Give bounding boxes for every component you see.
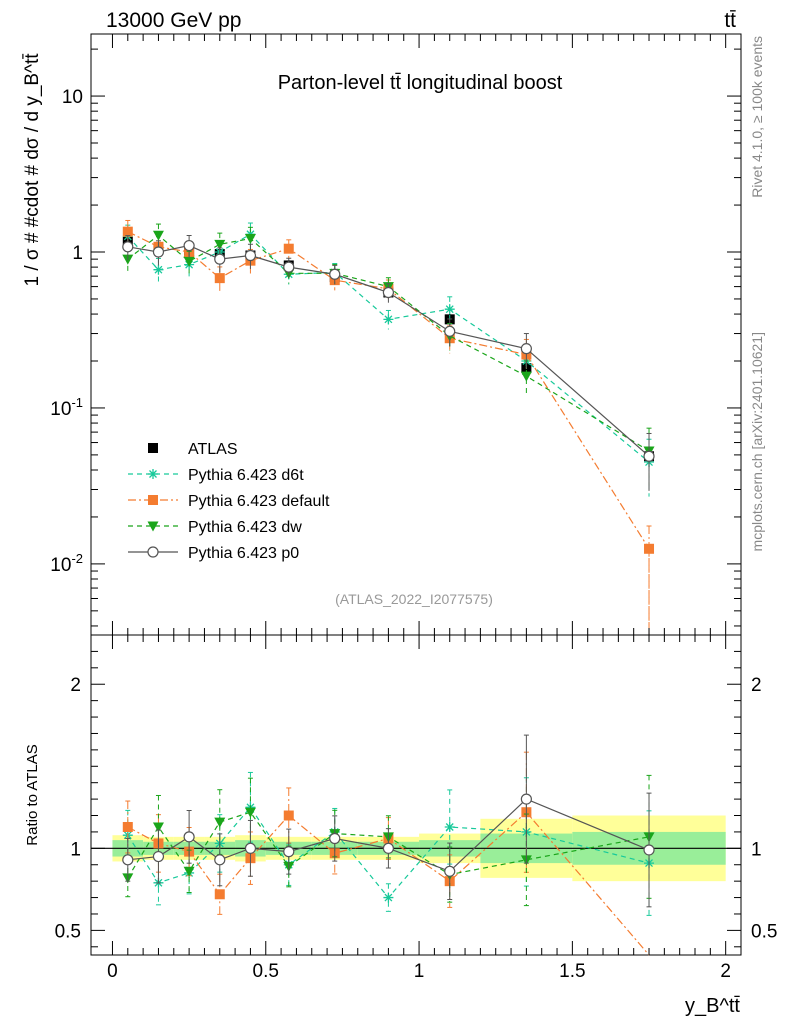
ratio-point (383, 892, 394, 903)
ratio-series-pythia-6-423-p0 (122, 734, 655, 908)
data-point (283, 243, 294, 254)
x-tick-label: 1 (414, 961, 425, 982)
ratio-point (183, 831, 195, 843)
series-atlas (122, 236, 655, 462)
ratio-line (127, 811, 650, 879)
ratio-point (283, 846, 295, 858)
ratio-point (329, 832, 341, 845)
data-point (444, 304, 455, 315)
legend: ATLAS Pythia 6.423 d6t Pythia 6.423 defaul… (128, 441, 330, 562)
ratio-point (444, 865, 456, 877)
data-point (214, 273, 225, 284)
ratio-series-group (122, 734, 655, 956)
data-point (183, 239, 195, 252)
ratio-point (214, 817, 226, 828)
main-y-tick-label: 10-2 (50, 551, 83, 576)
x-tick-label: 0 (107, 961, 118, 982)
data-point (520, 343, 532, 355)
ratio-y-tick-label: 0.5 (55, 921, 81, 942)
data-point (283, 261, 295, 273)
header-right: tt̄ (724, 9, 736, 32)
legend-item: Pythia 6.423 dw (128, 519, 302, 536)
legend-marker (148, 495, 158, 505)
legend-marker (147, 521, 159, 532)
data-point (383, 314, 394, 325)
ratio-y-axis-label: Ratio to ATLAS (24, 744, 41, 845)
main-y-tick-label: 10 (62, 87, 83, 108)
ratio-y-tick-label-right: 0.5 (751, 921, 777, 942)
ratio-plot-frame (90, 634, 742, 956)
main-series-group (122, 219, 655, 635)
data-point (244, 249, 257, 262)
data-point (382, 286, 395, 299)
legend-item: Pythia 6.423 d6t (128, 467, 304, 484)
ratio-y-tick-label-right: 1 (751, 839, 762, 860)
data-point (152, 246, 165, 258)
ratio-point (244, 842, 257, 854)
ratio-point (520, 793, 532, 805)
data-point (214, 253, 226, 265)
ratio-point (152, 850, 165, 863)
data-point (244, 234, 256, 245)
x-tick-label: 1.5 (559, 961, 585, 982)
legend-item: ATLAS (148, 441, 238, 458)
data-point (152, 230, 164, 241)
ratio-point (152, 822, 164, 833)
axis-ticks: 10 1 10-1 10-2 0 0.5 1 1.5 2 2 2 1 1 0.5 0.5 (50, 34, 777, 982)
x-axis-label: y_B^tt̄ (685, 995, 740, 1017)
ratio-y-tick-label: 2 (70, 675, 81, 696)
data-point (122, 241, 134, 253)
legend-marker (148, 443, 158, 453)
legend-label: ATLAS (188, 441, 238, 458)
analysis-tag: (ATLAS_2022_I2077575) (335, 591, 493, 607)
data-point (444, 325, 456, 337)
series-line (127, 233, 650, 463)
ratio-point (382, 842, 395, 854)
x-tick-label: 2 (720, 961, 731, 982)
legend-marker (147, 546, 159, 558)
mcplots-label: mcplots.cern.ch [arXiv:2401.10621] (749, 332, 765, 551)
ratio-point (122, 854, 134, 866)
main-y-tick-label: 1 (72, 243, 83, 264)
data-point (122, 226, 133, 237)
ratio-point (444, 822, 455, 832)
data-point (520, 371, 532, 382)
ratio-point (283, 810, 294, 821)
header-left: 13000 GeV pp (106, 9, 241, 32)
main-y-tick-label: 10-1 (50, 395, 83, 420)
data-point (329, 268, 341, 280)
ratio-line (127, 811, 650, 956)
data-point (643, 450, 655, 462)
ratio-point (244, 807, 256, 818)
ratio-point (214, 854, 226, 866)
legend-item: Pythia 6.423 p0 (128, 545, 299, 562)
legend-label: Pythia 6.423 p0 (188, 545, 299, 562)
ratio-point (122, 822, 133, 832)
main-y-axis-label: 1 / σ # #cdot # dσ / d y_B^tt̄ (22, 53, 43, 287)
legend-label: Pythia 6.423 d6t (188, 467, 304, 484)
ratio-y-tick-label-right: 2 (751, 675, 762, 696)
legend-marker (148, 469, 158, 479)
legend-label: Pythia 6.423 dw (188, 519, 302, 536)
ratio-point (643, 844, 655, 856)
rivet-label: Rivet 4.1.0, ≥ 100k events (749, 36, 765, 198)
data-point (214, 239, 226, 250)
ratio-point (214, 889, 225, 900)
legend-item: Pythia 6.423 default (128, 493, 330, 510)
chart-title: Parton-level tt̄ longitudinal boost (278, 72, 563, 94)
ratio-y-tick-label: 1 (70, 839, 81, 860)
data-point (183, 256, 195, 267)
ratio-point (183, 866, 195, 877)
legend-label: Pythia 6.423 default (188, 493, 330, 510)
series-line (127, 234, 650, 452)
series-pythia-6-423-p0 (122, 234, 655, 491)
data-point (153, 264, 164, 275)
x-tick-label: 0.5 (253, 961, 279, 982)
